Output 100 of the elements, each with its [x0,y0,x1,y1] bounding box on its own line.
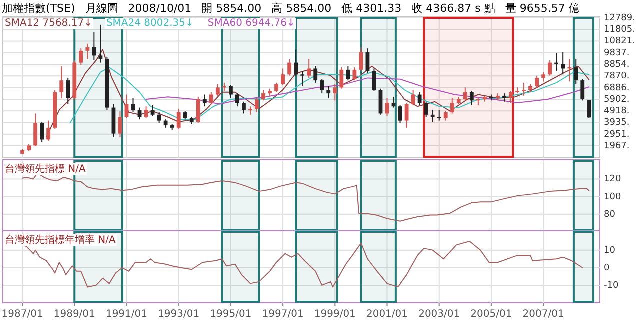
candlestick [262,90,266,102]
candlestick [587,100,592,119]
y-tick-label: 9837. [604,48,630,58]
candlestick [542,72,546,82]
candlestick [79,48,84,66]
y-tick-label: 100 [604,192,622,202]
text: 量 9655.57 億 [505,2,580,15]
candlestick [418,92,422,106]
candlestick [228,84,233,99]
candlestick [209,92,214,105]
candlestick [150,104,155,117]
candlestick [346,66,350,82]
chart-title: 台灣領先指標 N/A [5,163,86,175]
x-tick-label: 2001/01 [366,309,408,320]
candlestick [411,90,416,106]
text: SMA12 7568.17↓ [5,18,92,29]
text: 收 4366.87 s 點 [412,2,496,15]
x-tick-label: 2007/01 [522,309,564,320]
line-series [22,172,590,222]
candlestick [580,78,585,102]
text: SMA24 8002.35↓ [106,18,194,29]
candlestick [124,94,129,119]
candlestick [98,24,103,64]
candlestick [144,106,148,119]
x-tick-label: 1993/01 [158,309,200,320]
candlestick [326,86,331,99]
y-tick-label: 1967. [604,142,630,152]
candlestick [66,78,70,105]
y-tick-label: 5902. [604,94,630,105]
candlestick [470,90,474,106]
y-tick-label: -10 [604,280,619,291]
candlestick [46,120,51,142]
candlestick [352,67,357,82]
y-tick-label: 120 [604,174,622,185]
candlestick [92,32,96,61]
candlestick [574,58,578,85]
candlestick [404,102,409,128]
y-tick-label: 0 [604,263,610,274]
x-tick-label: 2005/01 [470,309,512,320]
text: 月線圖 [85,2,118,15]
text: 高 5854.00 [272,2,332,15]
candlestick [333,84,338,102]
candlestick [196,96,200,124]
x-tick-label: 1995/01 [210,309,252,320]
candlestick [307,58,312,79]
candlestick [314,66,318,84]
y-tick-label: 11805. [604,25,636,36]
candlestick [372,68,376,92]
candlestick [463,87,468,102]
candlestick [561,52,566,76]
chart-title: 加權指數(TSE) [2,2,76,15]
candlestick [274,82,278,93]
candlestick [131,98,136,114]
y-tick-label: 12789. [604,13,636,24]
candlestick [398,104,402,124]
y-tick-label: 6886. [604,83,630,94]
candlestick [444,110,448,122]
candlestick [535,75,539,88]
text: 低 4301.33 [342,2,402,15]
y-tick-label: 8854. [604,60,630,70]
x-tick-label: 1999/01 [314,309,356,320]
text: SMA60 6944.76↓ [208,18,296,29]
y-tick-label: 4918. [604,106,630,117]
x-tick-label: 1987/01 [2,309,44,320]
candlestick [202,94,207,108]
candlestick [255,98,259,114]
x-tick-label: 1997/01 [262,309,304,320]
y-tick-label: 10 [604,246,616,256]
candlestick [34,113,38,147]
candlestick [288,58,292,76]
candlestick [450,98,454,114]
y-tick-label: 3935. [604,118,630,128]
chart-title: 台灣領先指標年增率 N/A [5,234,116,246]
y-tick-label: 10821. [604,36,636,47]
x-tick-label: 2003/01 [418,309,460,320]
candlestick [430,110,435,122]
y-tick-label: 80 [604,210,616,220]
candlestick [40,121,44,143]
candlestick [320,78,324,94]
candlestick [176,108,181,130]
candlestick [340,67,344,90]
candlestick [424,101,428,118]
candlestick [138,107,142,120]
candlestick [157,112,162,124]
candlestick [242,101,246,114]
text: 開 5854.00 [202,2,262,15]
candlestick [359,46,364,72]
x-tick-label: 1989/01 [54,309,96,320]
y-tick-label: 2951. [604,130,630,140]
candlestick [236,93,240,108]
x-tick-label: 1991/01 [106,309,148,320]
candlestick [300,70,305,87]
candlestick [509,90,513,104]
candlestick [548,60,552,76]
candlestick [216,84,220,96]
text: 2008/10/01 [128,2,192,15]
candlestick [60,66,64,99]
y-tick-label: 7870. [604,72,630,82]
candlestick [294,49,298,76]
candlestick [366,48,370,74]
